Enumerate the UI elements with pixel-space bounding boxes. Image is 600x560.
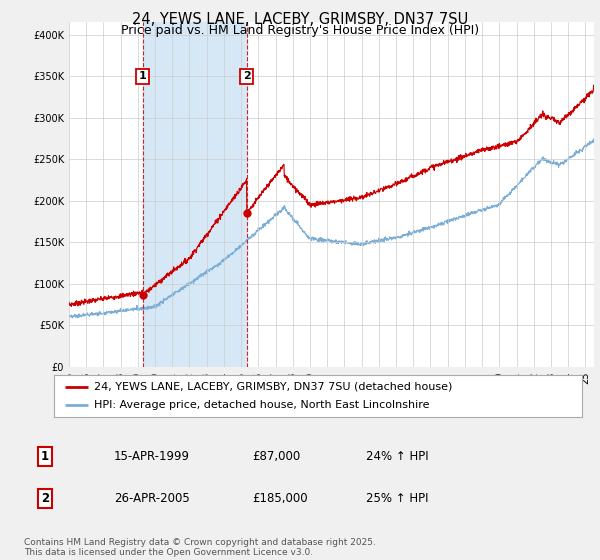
Text: £87,000: £87,000 bbox=[252, 450, 300, 463]
Text: Price paid vs. HM Land Registry's House Price Index (HPI): Price paid vs. HM Land Registry's House … bbox=[121, 24, 479, 36]
Bar bbox=[143, 22, 247, 367]
Text: 2: 2 bbox=[243, 71, 251, 81]
Text: HPI: Average price, detached house, North East Lincolnshire: HPI: Average price, detached house, Nort… bbox=[94, 400, 429, 410]
Text: £185,000: £185,000 bbox=[252, 492, 308, 505]
Text: 1: 1 bbox=[41, 450, 49, 463]
Text: 1: 1 bbox=[139, 71, 147, 81]
Text: 25% ↑ HPI: 25% ↑ HPI bbox=[366, 492, 428, 505]
Text: 24, YEWS LANE, LACEBY, GRIMSBY, DN37 7SU (detached house): 24, YEWS LANE, LACEBY, GRIMSBY, DN37 7SU… bbox=[94, 382, 452, 392]
Text: 26-APR-2005: 26-APR-2005 bbox=[114, 492, 190, 505]
Text: 24, YEWS LANE, LACEBY, GRIMSBY, DN37 7SU: 24, YEWS LANE, LACEBY, GRIMSBY, DN37 7SU bbox=[132, 12, 468, 27]
Text: 24% ↑ HPI: 24% ↑ HPI bbox=[366, 450, 428, 463]
Text: 15-APR-1999: 15-APR-1999 bbox=[114, 450, 190, 463]
Text: 2: 2 bbox=[41, 492, 49, 505]
Text: Contains HM Land Registry data © Crown copyright and database right 2025.
This d: Contains HM Land Registry data © Crown c… bbox=[24, 538, 376, 557]
